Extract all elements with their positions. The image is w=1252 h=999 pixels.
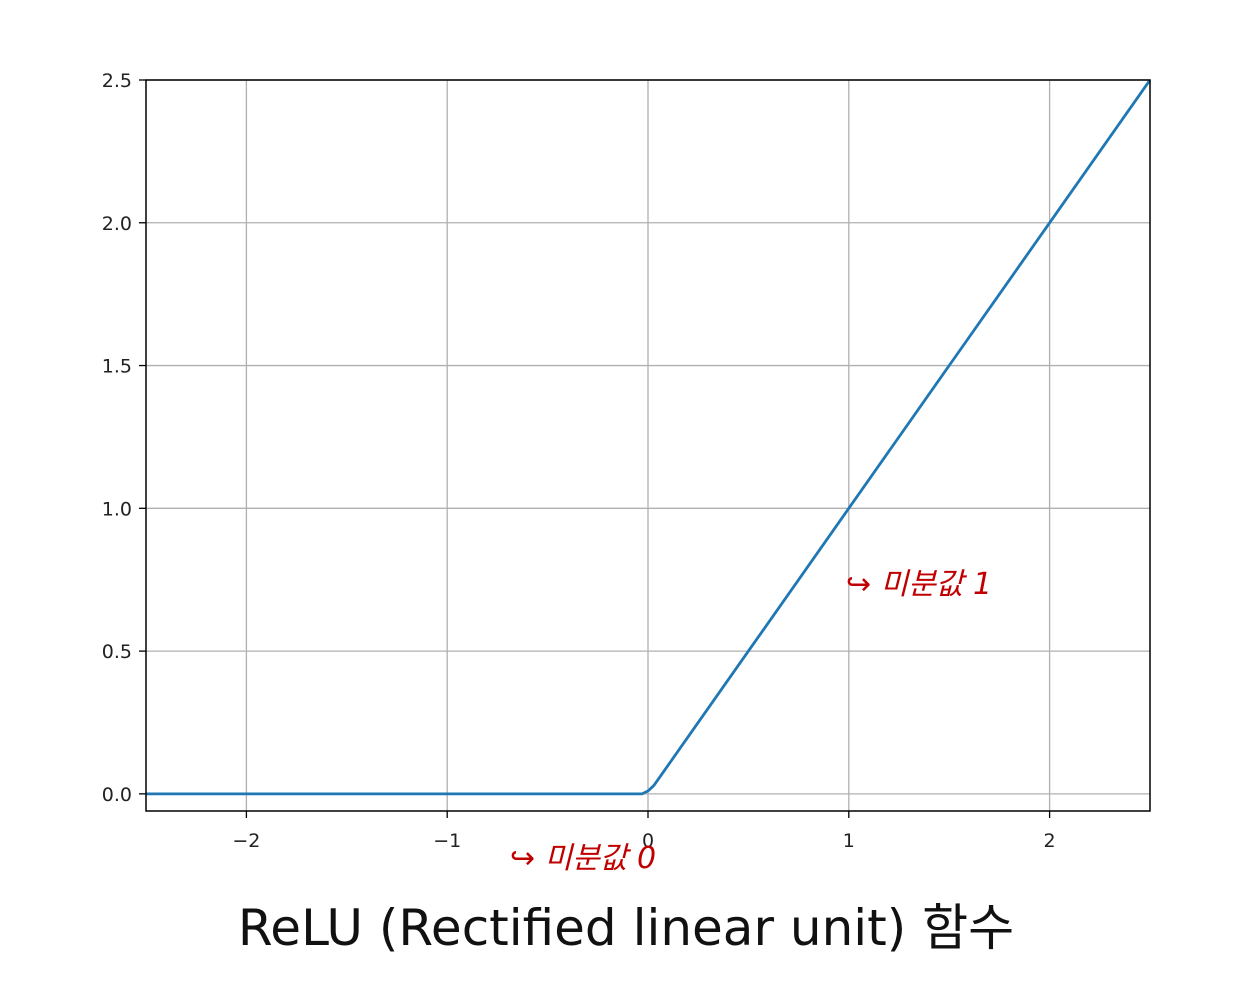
x-tick-label: 1 <box>843 830 855 852</box>
grid-lines <box>146 79 1150 811</box>
relu-series-line <box>146 79 1152 796</box>
x-tick-label: −1 <box>433 830 461 852</box>
series-layer <box>146 79 1152 796</box>
chart-caption: ReLU (Rectified linear unit) 함수 <box>237 899 1015 957</box>
annotation-layer: ↪ 미분값 1 ↪ 미분값 0 <box>510 567 992 876</box>
derivative-annotation: ↪ 미분값 0 <box>510 841 656 876</box>
y-tick-label: 2.0 <box>102 213 132 235</box>
x-tick-label: −2 <box>232 830 260 852</box>
tick-layer: −2 −1 0 1 2 0.0 0.5 1.0 1.5 2.0 2.5 <box>102 70 1056 852</box>
derivative-annotation: ↪ 미분값 1 <box>846 567 992 602</box>
y-tick-label: 0.5 <box>102 641 132 663</box>
x-tick-label: 2 <box>1044 830 1056 852</box>
x-tick-label: 0 <box>642 830 654 852</box>
y-tick-label: 2.5 <box>102 70 132 92</box>
y-tick-label: 0.0 <box>102 784 132 806</box>
y-tick-label: 1.0 <box>102 498 132 520</box>
y-tick-label: 1.5 <box>102 356 132 378</box>
